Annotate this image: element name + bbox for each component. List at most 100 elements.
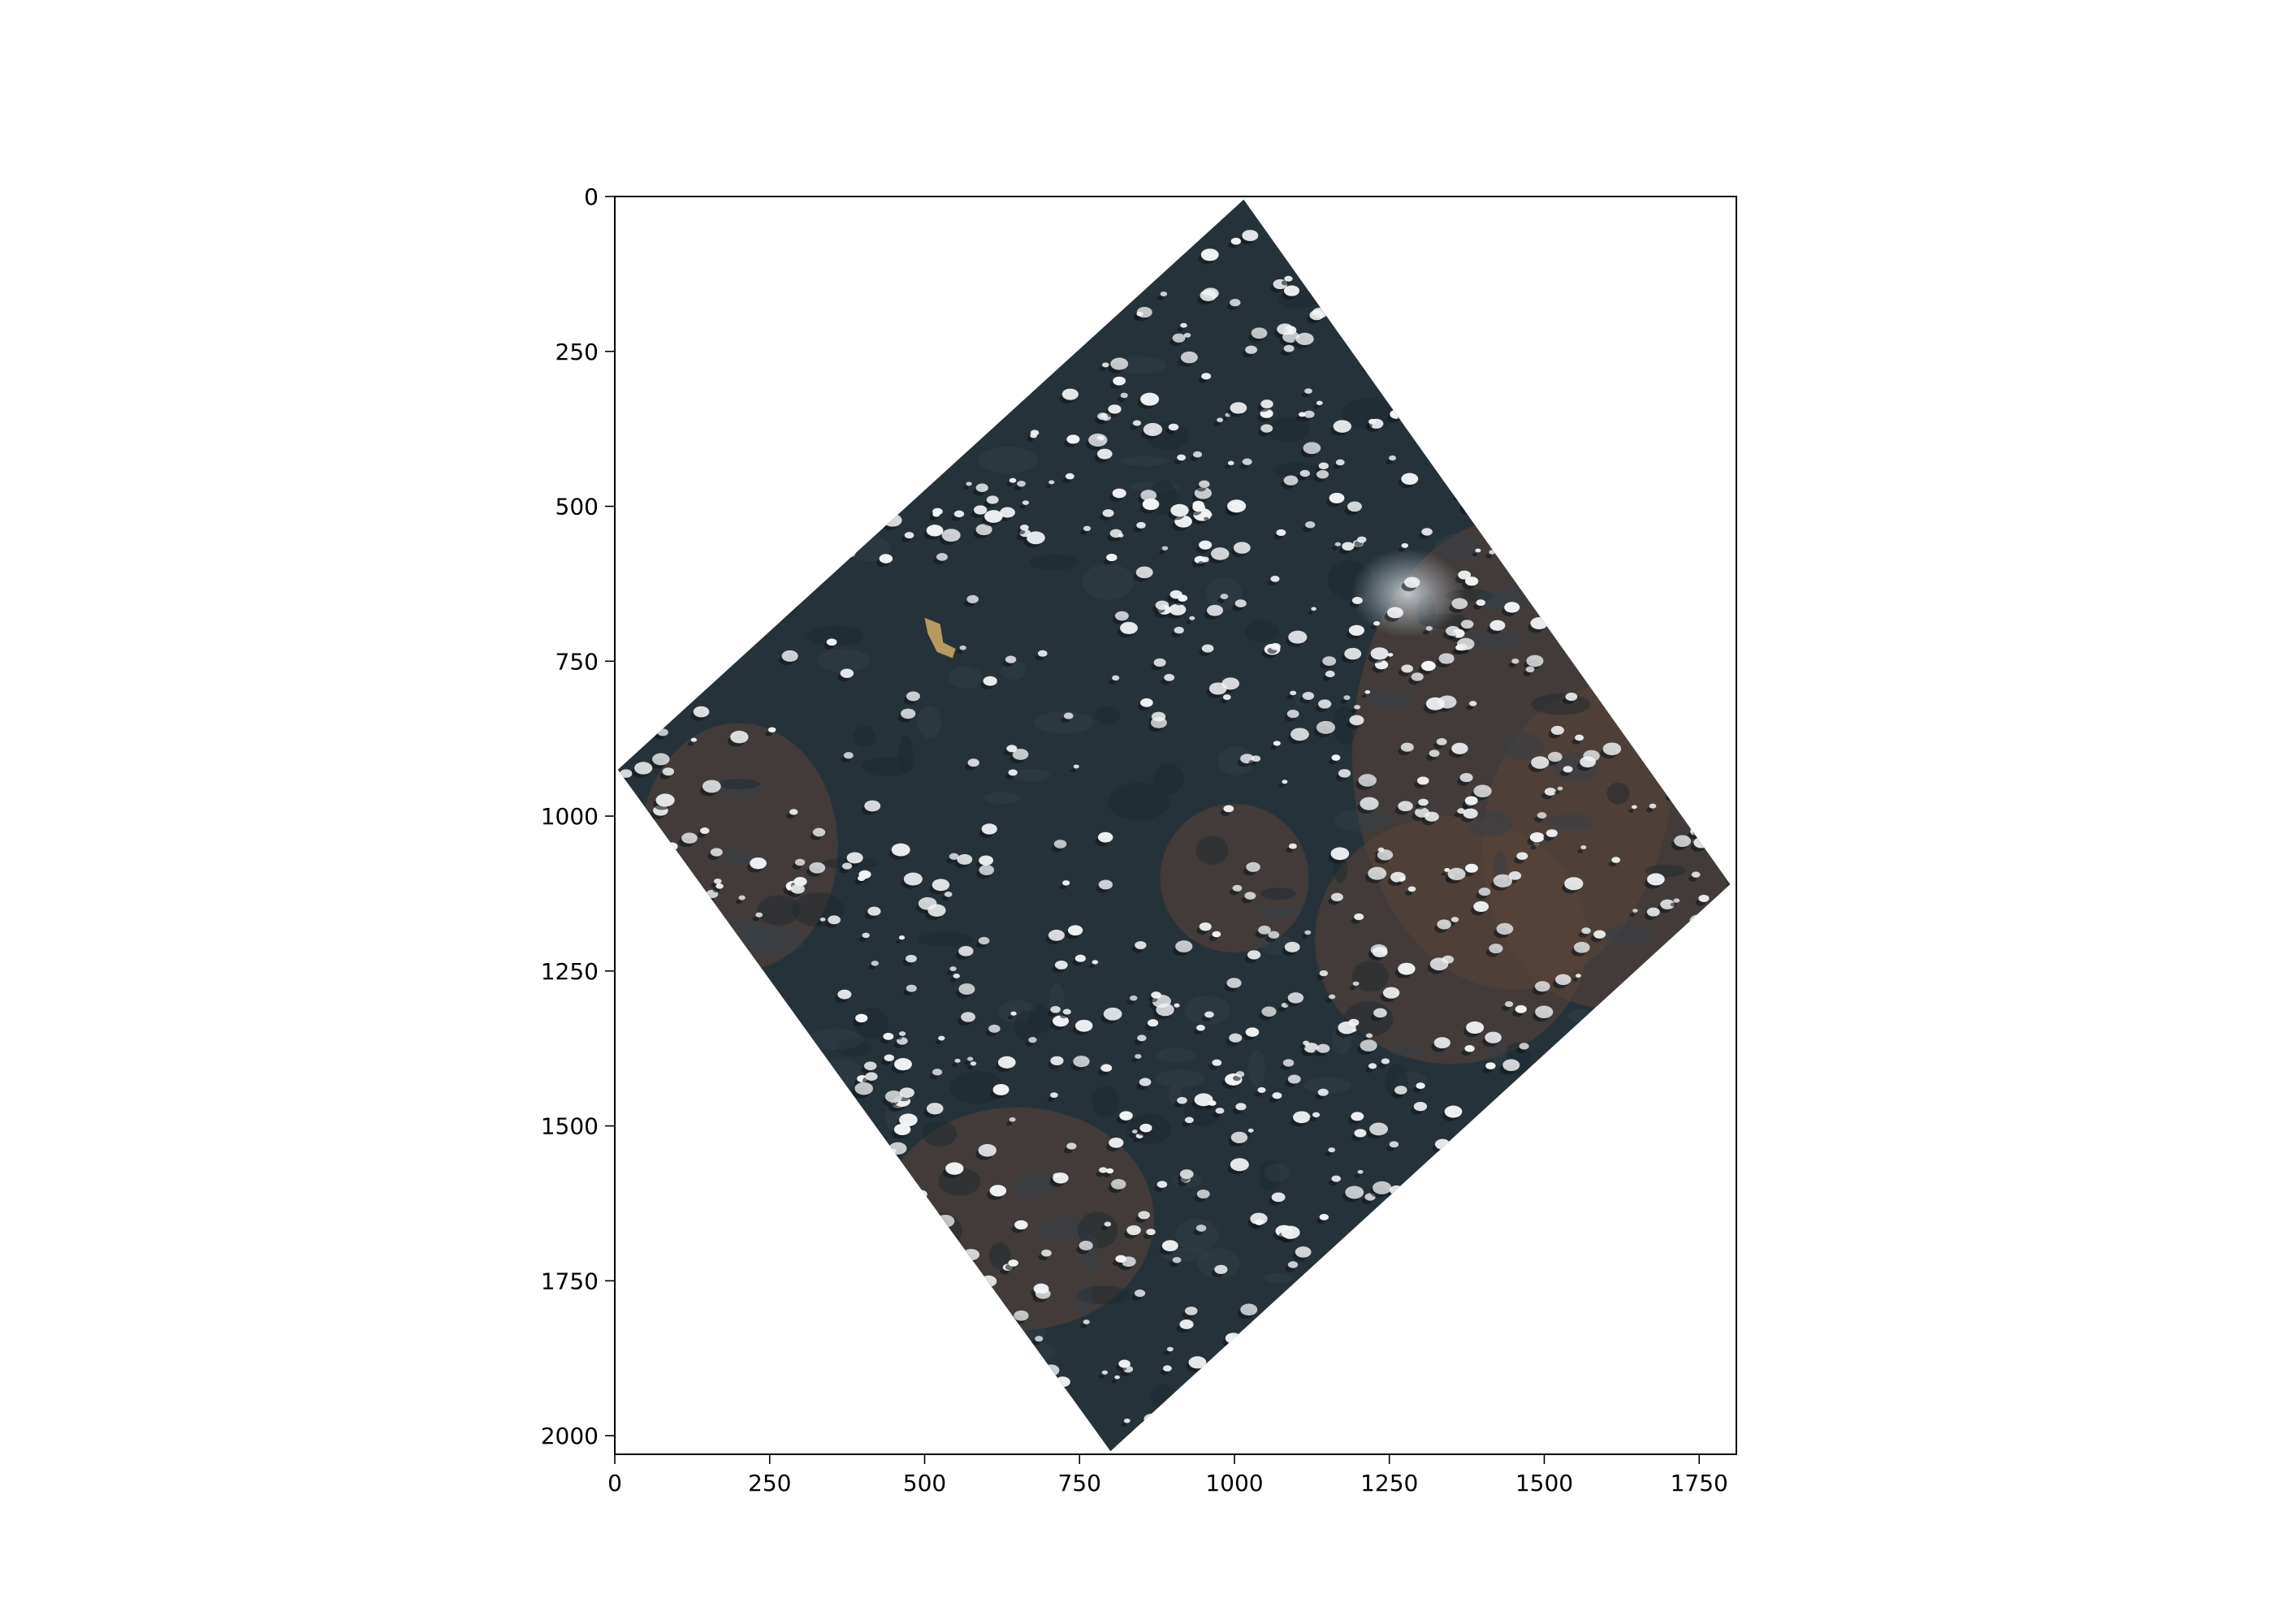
cloud [620,1142,636,1154]
cloud-shadow [1485,361,1498,369]
cloud [794,858,806,866]
cloud-shadow [1530,845,1537,850]
cloud [679,391,698,404]
cloud-shadow [1645,1223,1650,1227]
cloud [1146,1229,1156,1236]
cloud [1614,301,1622,307]
cloud [1668,790,1680,798]
cloud [815,494,823,500]
cloud [1295,332,1314,346]
terrain-mottle [1652,597,1667,632]
cloud [1701,355,1713,363]
cloud [1346,1268,1355,1274]
cloud-shadow [1697,1134,1712,1143]
terrain-mottle [676,356,728,376]
cloud [646,199,659,205]
cloud [732,962,748,974]
terrain-mottle [906,367,940,391]
cloud-shadow [1597,1069,1612,1078]
cloud [1558,413,1576,427]
cloud [756,1332,763,1337]
cloud [1681,762,1695,771]
cloud [1489,944,1503,954]
cloud [772,277,785,287]
cloud [617,578,624,585]
cloud [767,727,776,733]
cloud [1682,1234,1697,1245]
cloud-shadow [1126,1000,1135,1005]
cloud-shadow [1031,1340,1040,1345]
cloud-shadow [661,990,667,994]
cloud-shadow [954,206,963,213]
cloud [802,500,809,506]
cloud [1212,1059,1222,1066]
cloud [1155,600,1169,611]
cloud-shadow [1449,369,1456,374]
terrain-mottle [617,840,627,862]
cloud-shadow [622,417,633,425]
cloud [1673,898,1680,903]
cloud [1282,1059,1295,1067]
cloud [839,1166,854,1177]
cloud [1615,322,1632,335]
terrain-mottle [1442,263,1468,290]
cloud-shadow [1391,1264,1401,1271]
cloud [700,827,710,834]
cloud [1042,1364,1060,1376]
cloud [667,577,686,590]
cloud [629,1098,639,1106]
cloud [1344,647,1362,660]
terrain-mottle [1156,1069,1204,1088]
cloud [956,1387,964,1393]
cloud [828,1107,836,1112]
cloud [634,380,641,385]
cloud [866,525,873,531]
cloud [1529,831,1545,843]
cloud-shadow [1000,346,1009,352]
cloud [1480,329,1493,338]
cloud [1083,1320,1090,1324]
cloud [947,393,959,402]
cloud [1647,873,1665,886]
cloud [1115,611,1129,621]
cloud [737,1293,746,1300]
cloud-shadow [1051,1402,1067,1413]
terrain-mottle [1586,199,1615,227]
cloud-shadow [671,1421,682,1429]
cloud [1688,1080,1699,1087]
cloud-shadow [926,1389,938,1398]
cloud-shadow [1593,1339,1608,1349]
cloud [1394,1259,1404,1267]
terrain-mottle [1304,1330,1327,1341]
y-tick-label: 1000 [541,803,599,830]
cloud [1674,1229,1688,1238]
cloud [1451,742,1468,754]
cloud [772,1130,785,1139]
cloud-shadow [643,1045,659,1056]
cloud-shadow [1164,1351,1170,1356]
terrain-mottle [642,387,698,412]
cloud [1281,1352,1299,1365]
terrain-mottle [1593,1314,1642,1340]
cloud-shadow [920,465,927,471]
cloud [1338,1021,1356,1034]
cloud [1693,837,1710,849]
cloud [1451,598,1468,610]
cloud [837,424,845,430]
cloud [980,1275,997,1287]
cloud-shadow [707,1290,721,1300]
cloud [1084,214,1095,222]
cloud [1037,650,1048,657]
cloud [1066,309,1076,316]
terrain-mottle [1075,1283,1093,1316]
cloud [862,932,870,939]
cloud [661,642,676,652]
cloud-shadow [664,1435,681,1446]
cloud [1569,1181,1579,1188]
cloud [624,1394,642,1407]
terrain-mottle [1012,768,1050,782]
cloud-shadow [1671,420,1688,431]
cloud-shadow [1181,214,1192,222]
cloud [1065,473,1074,480]
cloud [1450,917,1459,922]
